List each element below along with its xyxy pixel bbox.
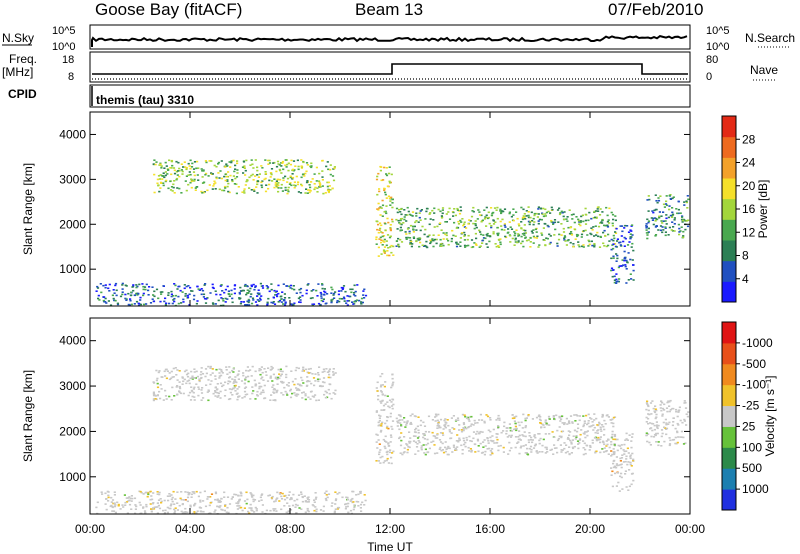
power-colorbar-segment — [722, 240, 736, 262]
velocity-xtick-label: 00:00 — [675, 522, 705, 536]
power-colorbar-segment — [722, 219, 736, 241]
velocity-colorbar-segment — [722, 363, 736, 386]
power-colorbar-tick: 20 — [742, 179, 756, 193]
noise-panel: N.Sky 10^5 10^0 10^5 10^0 N.Search — [2, 24, 795, 53]
velocity-colorbar-tick: 25 — [742, 419, 756, 433]
power-echo-region-5 — [95, 282, 368, 307]
freq-panel: Freq. [MHz] 18 8 80 0 Nave — [2, 51, 778, 83]
power-ytick-label: 1000 — [59, 262, 86, 276]
freq-label: Freq. — [9, 52, 37, 66]
velocity-xtick-label: 00:00 — [75, 522, 105, 536]
noise-tick-left-top: 10^5 — [52, 25, 76, 37]
freq-tick-bottom: 8 — [68, 71, 74, 83]
velocity-xtick-label: 20:00 — [575, 522, 605, 536]
power-colorbar-segment — [722, 136, 736, 158]
power-panel: 1000 2000 3000 4000 Slant Range [km] 4 8 12 16… — [21, 111, 770, 307]
velocity-echo-region-4 — [645, 399, 690, 447]
velocity-colorbar-segment — [722, 342, 736, 365]
velocity-colorbar: 1000 500 100 25 -25 -100 -500 -1000 — [721, 321, 773, 511]
velocity-xtick-label: 08:00 — [275, 522, 305, 536]
velocity-echo-region-0 — [152, 365, 337, 402]
power-colorbar-segment — [722, 116, 736, 138]
cpid-value: themis (tau) 3310 — [96, 93, 194, 107]
velocity-echo-region-3 — [610, 432, 635, 492]
noise-tick-right-bottom: 10^0 — [706, 41, 730, 53]
cpid-label: CPID — [8, 87, 37, 101]
power-echo-region-2 — [395, 206, 618, 249]
noise-tick-right-top: 10^5 — [706, 25, 730, 37]
velocity-ytick-label: 3000 — [59, 379, 86, 393]
nave-tick-top: 80 — [706, 54, 718, 66]
velocity-colorbar-tick: -25 — [742, 399, 760, 413]
power-colorbar-tick: 24 — [742, 156, 756, 170]
velocity-colorbar-tick: 100 — [742, 440, 762, 454]
velocity-ytick-label: 1000 — [59, 470, 86, 484]
velocity-echo-region-5 — [95, 490, 367, 515]
nave-label: Nave — [750, 63, 778, 77]
velocity-echo-region-2 — [395, 413, 618, 456]
velocity-colorbar-tick: -500 — [742, 357, 766, 371]
power-colorbar-label: Power [dB] — [756, 180, 770, 239]
velocity-panel: 1000 2000 3000 4000 00:00 04:00 08:00 12:00 16:0… — [21, 317, 777, 536]
power-colorbar-segment — [722, 178, 736, 200]
beam-title: Beam 13 — [355, 0, 423, 19]
power-colorbar-tick: 28 — [742, 132, 756, 146]
velocity-colorbar-tick: -1000 — [742, 336, 773, 350]
power-colorbar-tick: 16 — [742, 202, 756, 216]
station-title: Goose Bay (fitACF) — [95, 0, 242, 19]
power-ylabel: Slant Range [km] — [21, 163, 35, 255]
nsky-label: N.Sky — [2, 31, 34, 45]
power-ytick-label: 2000 — [59, 217, 86, 231]
velocity-colorbar-segment — [722, 384, 736, 407]
freq-tick-top: 18 — [62, 54, 74, 66]
freq-trace — [92, 63, 688, 75]
nsearch-label: N.Search — [745, 31, 795, 45]
velocity-echo-region-1 — [375, 373, 395, 465]
velocity-colorbar-segment — [722, 447, 736, 469]
power-echo-region-3 — [610, 224, 635, 284]
date-title: 07/Feb/2010 — [608, 0, 703, 19]
power-ytick-label: 4000 — [59, 127, 86, 141]
velocity-colorbar-label: Velocity [m s⁻¹] — [763, 375, 777, 456]
velocity-xtick-label: 16:00 — [475, 522, 505, 536]
velocity-xtick-label: 04:00 — [175, 522, 205, 536]
noise-trace — [91, 35, 688, 47]
velocity-ylabel: Slant Range [km] — [21, 370, 35, 462]
power-echo-region-1 — [375, 165, 395, 257]
power-colorbar-tick: 12 — [742, 225, 756, 239]
power-ytick-label: 3000 — [59, 172, 86, 186]
velocity-colorbar-segment — [722, 489, 736, 511]
nave-tick-bottom: 0 — [706, 71, 712, 83]
power-colorbar-tick: 4 — [742, 272, 749, 286]
x-axis-label: Time UT — [367, 540, 413, 554]
power-colorbar-tick: 8 — [742, 249, 749, 263]
noise-tick-left-bottom: 10^0 — [52, 41, 76, 53]
velocity-colorbar-segment — [722, 322, 736, 344]
velocity-colorbar-segment — [722, 468, 736, 490]
velocity-colorbar-segment — [722, 426, 736, 448]
velocity-ytick-label: 4000 — [59, 334, 86, 348]
power-colorbar-segment — [722, 260, 736, 282]
power-colorbar: 4 8 12 16 20 24 28 — [721, 115, 756, 303]
power-echo-region-0 — [152, 159, 336, 195]
velocity-colorbar-segment — [722, 405, 736, 427]
power-colorbar-segment — [722, 157, 736, 179]
power-echo-region-4 — [645, 194, 690, 240]
freq-unit-label: [MHz] — [2, 65, 33, 79]
velocity-data-cells — [95, 365, 690, 515]
velocity-colorbar-tick: -100 — [742, 378, 766, 392]
power-data-cells — [95, 159, 690, 307]
power-colorbar-segment — [722, 198, 736, 220]
velocity-xtick-label: 12:00 — [375, 522, 405, 536]
power-colorbar-segment — [722, 281, 736, 303]
cpid-panel: CPID themis (tau) 3310 — [8, 84, 691, 108]
velocity-colorbar-tick: 500 — [742, 461, 762, 475]
velocity-ytick-label: 2000 — [59, 424, 86, 438]
velocity-colorbar-tick: 1000 — [742, 482, 769, 496]
